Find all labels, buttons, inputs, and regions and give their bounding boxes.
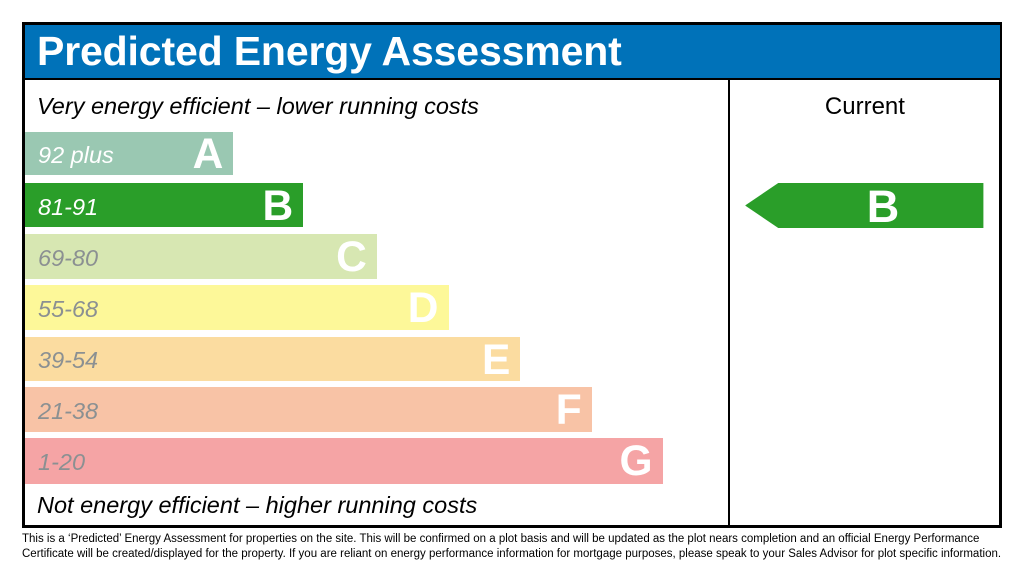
svg-text:B: B [867,183,900,228]
